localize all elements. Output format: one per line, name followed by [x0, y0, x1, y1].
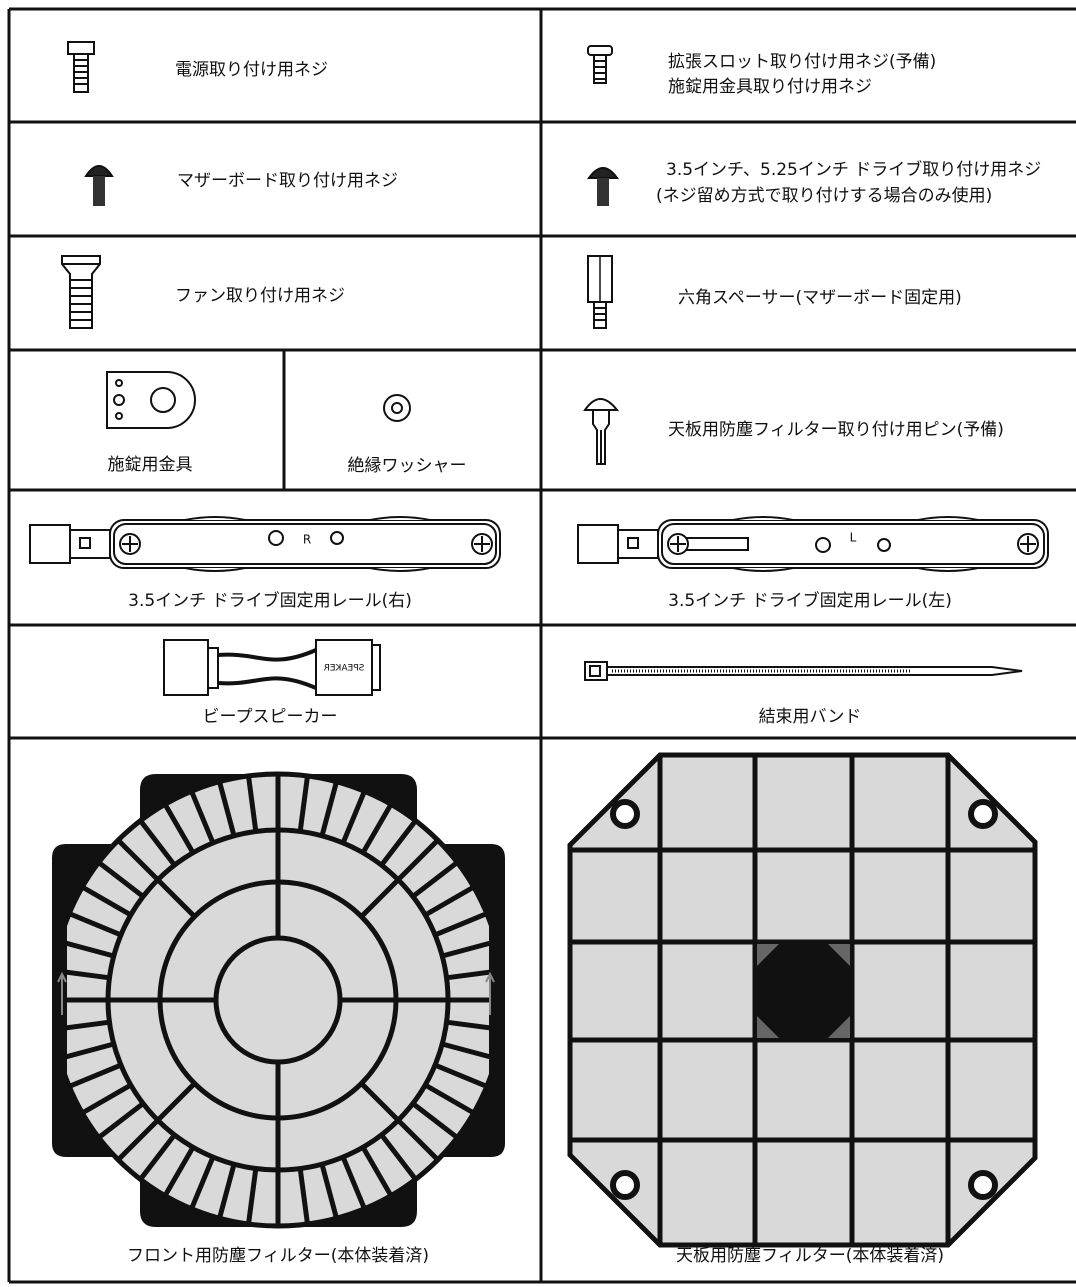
filter-grid: [446, 1019, 489, 1031]
filter-grid: [360, 803, 394, 855]
filter-grid: [411, 1101, 459, 1140]
filter-grid: [379, 1133, 418, 1181]
rail-mark: L: [850, 531, 857, 545]
fan-screw-icon: [61, 255, 101, 329]
table-grid: [7, 7, 1076, 1284]
part-label: (ネジ留め方式で取り付けする場合のみ使用): [656, 185, 992, 206]
filter-grid: [68, 1062, 122, 1089]
filter-grid: [156, 878, 197, 919]
filter-grid: [446, 969, 489, 981]
part-label: 六角スペーサー(マザーボード固定用): [678, 288, 962, 308]
part-label: 拡張スロット取り付け用ネジ(予備): [668, 52, 936, 72]
part-label: 天板用防塵フィルター取り付け用ピン(予備): [668, 420, 1004, 440]
cable-tie-icon: [584, 661, 1023, 681]
filter-grid: [81, 1082, 133, 1116]
filter-grid: [246, 775, 259, 832]
part-label: 絶縁ワッシャー: [348, 456, 467, 476]
filter-grid: [217, 781, 237, 837]
filter-grid: [297, 1168, 310, 1225]
filter-grid: [162, 803, 196, 855]
filter-grid: [68, 911, 122, 938]
part-label: ファン取り付け用ネジ: [175, 286, 345, 306]
filter-grid: [246, 1168, 259, 1225]
filter-grid: [434, 1062, 488, 1089]
part-label: マザーボード取り付け用ネジ: [177, 171, 398, 191]
part-label: 3.5インチ、5.25インチ ドライブ取り付け用ネジ: [666, 159, 1041, 180]
rail-left-icon: [577, 516, 1049, 572]
filter-grid: [189, 1156, 216, 1210]
part-label: 施錠用金具取り付け用ネジ: [668, 77, 872, 97]
filter-grid: [340, 790, 367, 844]
filter-grid: [297, 775, 310, 832]
psu-screw-icon: [67, 41, 95, 93]
part-label: 天板用防塵フィルター(本体装着済): [676, 1246, 944, 1266]
filter-grid: [217, 1163, 237, 1219]
top-filter-icon: [567, 752, 1038, 1248]
part-label: 電源取り付け用ネジ: [175, 60, 328, 80]
spacer-icon: [587, 255, 613, 329]
rail-right-icon: [29, 516, 501, 572]
part-label: フロント用防塵フィルター(本体装着済): [127, 1246, 429, 1266]
front-filter-icon: [52, 771, 505, 1229]
filter-grid: [138, 819, 177, 867]
filter-grid: [162, 1145, 196, 1197]
slot-screw-icon: [587, 45, 613, 84]
filter-grid: [360, 1145, 394, 1197]
drive-screw-icon: [587, 167, 619, 206]
filter-grid: [156, 1081, 197, 1122]
filter-grid: [379, 819, 418, 867]
filter-grid: [319, 1163, 339, 1219]
filter-grid: [319, 781, 339, 837]
part-label: 3.5インチ ドライブ固定用レール(左): [668, 590, 952, 611]
filter-grid: [359, 1081, 400, 1122]
filter-grid: [138, 1133, 177, 1181]
filter-grid: [189, 790, 216, 844]
filter-grid: [116, 1118, 160, 1162]
filter-grid: [97, 860, 145, 899]
filter-grid: [340, 1156, 367, 1210]
filter-grid: [441, 940, 489, 959]
pin-icon: [583, 398, 620, 465]
filter-grid: [396, 838, 440, 882]
filter-grid: [359, 878, 400, 919]
filter-grid: [67, 940, 115, 959]
filter-grid: [423, 884, 475, 918]
part-label: 結束用バンド: [759, 707, 862, 727]
rail-mark: R: [303, 533, 311, 547]
part-label: ビープスピーカー: [203, 707, 338, 727]
filter-grid: [411, 860, 459, 899]
speaker-mark: SPEAKER: [324, 664, 365, 674]
filter-grid: [97, 1101, 145, 1140]
filter-grid: [67, 1019, 110, 1031]
filter-grid: [396, 1118, 440, 1162]
filter-grid: [67, 1041, 115, 1060]
washer-icon: [383, 394, 411, 422]
filter-grid: [67, 969, 110, 981]
speaker-icon: [163, 639, 381, 696]
lock-bracket-icon: [106, 371, 196, 429]
filter-grid: [81, 884, 133, 918]
filter-grid: [434, 911, 488, 938]
filter-grid: [441, 1041, 489, 1060]
part-label: 3.5インチ ドライブ固定用レール(右): [128, 590, 412, 611]
filter-grid: [116, 838, 160, 882]
mb-screw-icon: [84, 165, 114, 206]
part-label: 施錠用金具: [108, 455, 193, 475]
filter-grid: [423, 1082, 475, 1116]
